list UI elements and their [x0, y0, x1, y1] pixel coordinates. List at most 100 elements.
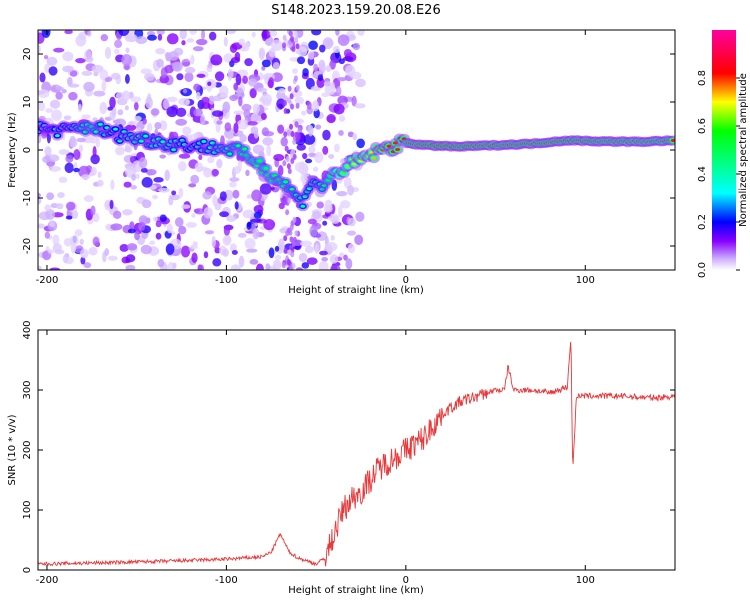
spectrogram-noise-cell [190, 174, 200, 184]
spectrogram-x-tick-label: -200 [36, 275, 59, 286]
spectrogram-noise-cell [201, 30, 206, 40]
spectrogram-ridge-core [143, 134, 149, 138]
spectrogram-noise-cell [325, 242, 338, 252]
spectrogram-y-tick-label: -20 [22, 238, 33, 254]
spectrogram-noise-cell [261, 30, 268, 42]
spectrogram-noise-cell [44, 231, 50, 239]
spectrogram-noise-cell [175, 118, 187, 126]
spectrogram-noise-cell [92, 236, 100, 247]
spectrogram-noise-cell [272, 62, 280, 70]
spectrogram-noise-cell [157, 33, 163, 41]
spectrogram-noise-cell [282, 34, 287, 41]
spectrogram-noise-cell [300, 240, 313, 247]
spectrogram-ridge-core [670, 139, 675, 143]
spectrogram-noise-cell [246, 221, 252, 230]
spectrogram-noise-cell [69, 135, 77, 148]
spectrogram-noise-cell [166, 106, 178, 118]
spectrogram-noise-cell [62, 254, 69, 264]
snr-x-tick-label: 100 [576, 575, 595, 586]
colorbar-ticks: 0.0 0.2 0.4 0.6 0.8 [697, 70, 740, 278]
spectrogram-noise-cell [172, 61, 183, 72]
spectrogram-noise-cell [79, 238, 84, 246]
spectrogram-noise-cell [314, 151, 324, 164]
spectrogram-noise-cell [74, 229, 83, 237]
spectrogram-noise-cell [260, 93, 272, 105]
spectrogram-y-tick-label: -10 [22, 190, 33, 206]
spectrogram-noise-cell [130, 96, 142, 103]
spectrogram-noise-cell [268, 77, 274, 89]
spectrogram-ridge-core [371, 156, 377, 160]
spectrogram-noise-cell [232, 189, 240, 199]
spectrogram-noise-cell [294, 96, 305, 105]
spectrogram-noise-cell [253, 204, 264, 214]
spectrogram-noise-cell [208, 31, 217, 41]
colorbar-tick-label: 0.2 [697, 214, 708, 230]
spectrogram-noise-cell [134, 115, 142, 122]
spectrogram-noise-cell [345, 64, 356, 77]
spectrogram-noise-cell [104, 77, 110, 83]
colorbar-tick-label: 0.6 [697, 118, 708, 134]
spectrogram-noise-cell [311, 30, 322, 36]
spectrogram-noise-cell [252, 103, 260, 115]
spectrogram-noise-cell [207, 156, 215, 164]
spectrogram-noise-cell [193, 132, 199, 139]
spectrogram-noise-cell [211, 169, 219, 177]
spectrogram-x-label: Height of straight line (km) [288, 285, 424, 296]
spectrogram-noise-cell [65, 155, 74, 163]
spectrogram-noise-cell [229, 177, 240, 182]
spectrogram-noise-cell [46, 56, 58, 66]
spectrogram-noise-cell [159, 154, 167, 159]
spectrogram-noise-cell [295, 49, 302, 55]
spectrogram-noise-cell [343, 254, 348, 261]
spectrogram-noise-cell [307, 124, 314, 137]
spectrogram-y-tick-label: 10 [22, 96, 33, 109]
spectrogram-noise-cell [222, 101, 231, 113]
spectrogram-noise-cell [175, 107, 187, 117]
spectrogram-noise-cell [332, 45, 340, 54]
spectrogram-noise-cell [289, 266, 294, 270]
spectrogram-noise-cell [294, 37, 299, 44]
spectrogram-noise-cell [87, 30, 92, 37]
spectrogram-noise-cell [283, 107, 288, 114]
spectrogram-noise-cell [133, 101, 139, 111]
spectrogram-noise-cell [164, 64, 174, 74]
spectrogram-noise-cell [99, 102, 108, 114]
spectrogram-noise-cell [49, 267, 61, 270]
spectrogram-noise-cell [319, 250, 328, 256]
spectrogram-noise-cell [210, 54, 223, 66]
spectrogram-noise-cell [155, 232, 162, 240]
spectrogram-noise-cell [78, 144, 84, 153]
spectrogram-noise-cell [233, 82, 239, 91]
spectrogram-ridge-core [227, 152, 233, 156]
spectrogram-noise-cell [289, 123, 294, 130]
spectrogram-noise-cell [292, 153, 297, 160]
spectrogram-noise-cell [81, 114, 91, 120]
spectrogram-noise-cell [166, 96, 178, 103]
spectrogram-noise-cell [276, 98, 286, 109]
spectrogram-noise-cell [252, 144, 265, 155]
spectrogram-noise-cell [159, 74, 170, 84]
spectrogram-noise-cell [286, 129, 291, 136]
spectrogram-noise-cell [302, 67, 309, 77]
spectrogram-noise-cell [330, 215, 340, 224]
spectrogram-noise-cell [326, 113, 336, 124]
spectrogram-noise-cell [198, 154, 203, 160]
spectrogram-noise-cell [112, 210, 122, 220]
spectrogram-noise-cell [206, 63, 213, 73]
spectrogram-noise-cell [319, 44, 326, 53]
spectrogram-noise-cell [283, 235, 288, 242]
spectrogram-noise-cell [295, 43, 300, 50]
spectrogram-noise-cell [253, 211, 262, 219]
spectrogram-noise-cell [308, 152, 316, 157]
spectrogram-noise-cell [45, 108, 53, 113]
spectrogram-noise-cell [73, 149, 81, 161]
spectrogram-noise-cell [242, 209, 255, 219]
spectrogram-noise-cell [261, 65, 266, 71]
spectrogram-noise-cell [335, 30, 340, 36]
spectrogram-noise-cell [114, 39, 123, 49]
spectrogram-noise-cell [180, 245, 191, 258]
spectrogram-noise-cell [121, 90, 131, 101]
spectrogram-noise-cell [178, 153, 191, 159]
snr-panel: -200 -100 0 100 0 100 200 300 400 Height of str… [7, 320, 676, 596]
spectrogram-noise-cell [167, 51, 179, 61]
